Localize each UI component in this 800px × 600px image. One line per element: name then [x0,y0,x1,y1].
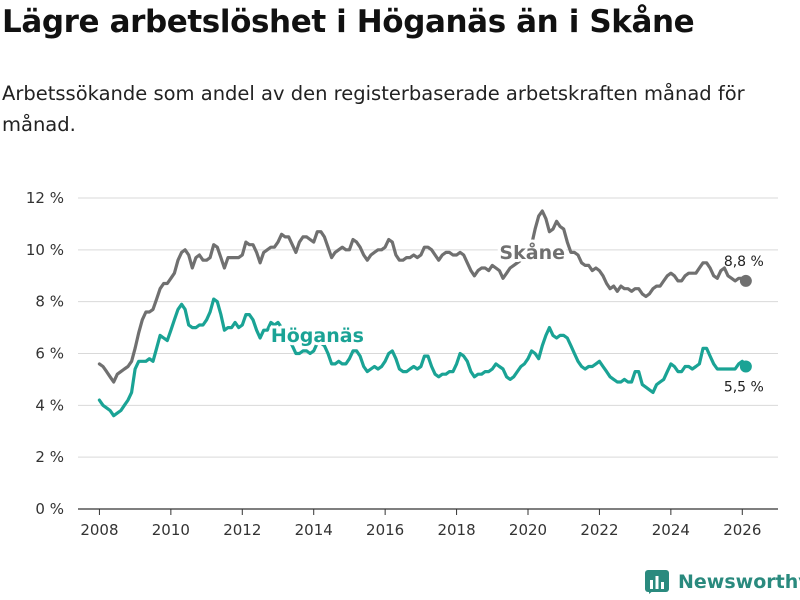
end-value-label-hoganas: 5,5 % [724,379,764,395]
x-tick-label: 2010 [152,521,190,539]
x-tick-label: 2024 [652,521,690,539]
series-line-skane [97,209,748,384]
x-tick-label: 2016 [366,521,404,539]
x-tick-label: 2026 [723,521,761,539]
end-point-skane [739,274,752,287]
y-tick-label: 8 % [35,293,64,311]
y-tick-label: 6 % [35,345,64,363]
y-tick-label: 12 % [26,189,64,207]
newsworthy-chart-icon [645,570,669,594]
x-tick-label: 2018 [437,521,475,539]
x-tick-label: 2014 [295,521,333,539]
brand-name: Newsworthy [678,571,800,593]
x-tick-label: 2020 [509,521,547,539]
chart-subtitle: Arbetssökande som andel av den registerb… [2,82,745,136]
end-value-label-skane: 8,8 % [724,254,764,270]
x-tick-label: 2008 [80,521,118,539]
series-label-hoganas: Höganäs [271,325,364,347]
axes: 0 % 2 % 4 % 6 % 8 % 10 % 12 % 2008 2010 2012 2014 2… [26,189,778,539]
y-tick-label: 10 % [26,241,64,259]
gridlines [78,197,778,458]
series-line-hoganas [97,297,748,418]
series-label-skane: Skåne [499,240,565,264]
y-tick-label: 4 % [35,396,64,414]
series-lines [97,209,752,418]
chart-title: Lägre arbetslöshet i Höganäs än i Skåne [2,4,695,40]
end-point-hoganas [739,360,752,373]
x-tick-label: 2012 [223,521,261,539]
y-tick-label: 2 % [35,448,64,466]
series-labels: 8,8 % Skåne 5,5 % Höganäs [268,237,764,396]
x-tick-label: 2022 [580,521,618,539]
y-tick-label: 0 % [35,500,64,518]
brand-logo[interactable]: Newsworthy [644,567,800,597]
